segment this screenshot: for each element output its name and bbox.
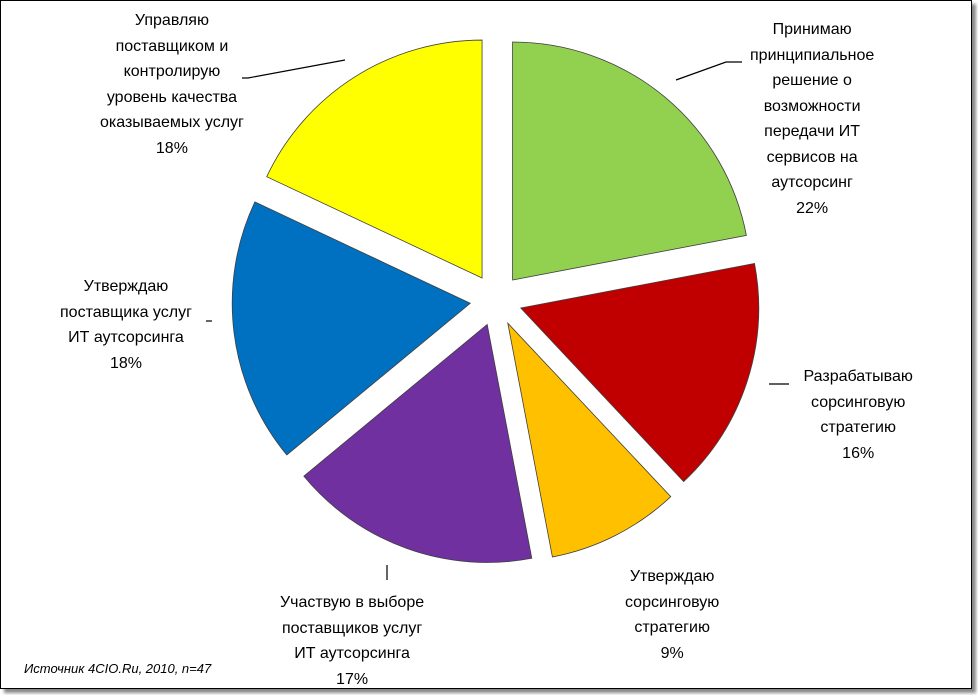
pie-slice [266, 39, 483, 279]
pie-slice [231, 201, 471, 456]
slice-label-line: ИТ аутсорсинга [68, 329, 184, 346]
slice-percent: 22% [796, 199, 829, 217]
slice-label-line: сорсинговую [811, 393, 906, 411]
slice-label-line: Разрабатываю [803, 368, 913, 385]
pie-slice [303, 323, 533, 563]
slice-percent: 18% [155, 139, 188, 157]
slice-label-line: аутсорсинг [771, 174, 853, 191]
slice-label-line: оказываемых услуг [100, 114, 244, 131]
slice-label-line: контролирую [123, 63, 221, 80]
slice-label-line: поставщиков услуг [281, 619, 423, 637]
slice-label: Участвую в выборе поставщиков услуг ИТ аут… [280, 590, 424, 692]
slice-label: Утверждаю сорсинговую стратегию 9% [625, 564, 719, 666]
slice-label-line: решение о [772, 72, 852, 89]
slices-layer [231, 39, 760, 563]
slice-percent: 16% [842, 444, 875, 462]
slice-label-line: стратегию [820, 419, 896, 436]
slice-label-line: ИТ аутсорсинга [294, 645, 410, 662]
slice-label-line: Принимаю [772, 21, 852, 38]
slice-label-line: поставщика услуг [60, 303, 192, 321]
slice-label-line: сорсинговую [625, 593, 720, 611]
slice-label-line: поставщиком и [115, 37, 229, 55]
slice-label-line: принципиальное [750, 46, 875, 64]
source-note: Источник 4CIO.Ru, 2010, n=47 [24, 661, 212, 676]
pie-slice [512, 41, 747, 281]
slice-label: Утверждаю поставщика услуг ИТ аутсорсинга 1… [60, 274, 192, 376]
slice-label-line: Утверждаю [83, 278, 169, 295]
slice-label: Управляю поставщиком и контролирую уровень … [100, 8, 244, 161]
leader-line [242, 59, 346, 79]
slice-label-line: Участвую в выборе [280, 594, 425, 611]
slice-label-line: уровень качества [106, 88, 237, 106]
pie-slice [507, 321, 672, 558]
slice-percent: 9% [660, 644, 684, 662]
slice-label-line: сервисов на [766, 148, 858, 166]
slice-label: Принимаю принципиальное решение о возможнос… [750, 17, 874, 221]
slice-label-line: передачи ИТ [764, 123, 861, 140]
slice-percent: 17% [336, 670, 369, 688]
slice-percent: 18% [109, 354, 142, 372]
slice-label-line: Управляю [134, 12, 209, 29]
leader-lines [206, 59, 789, 580]
pie-slice [519, 262, 760, 483]
leader-line [675, 61, 742, 81]
slice-label-line: стратегию [634, 619, 710, 636]
slice-label-line: Утверждаю [629, 568, 715, 585]
slice-label-line: возможности [763, 97, 861, 115]
slice-label: Разрабатываю сорсинговую стратегию 16% [804, 364, 913, 466]
